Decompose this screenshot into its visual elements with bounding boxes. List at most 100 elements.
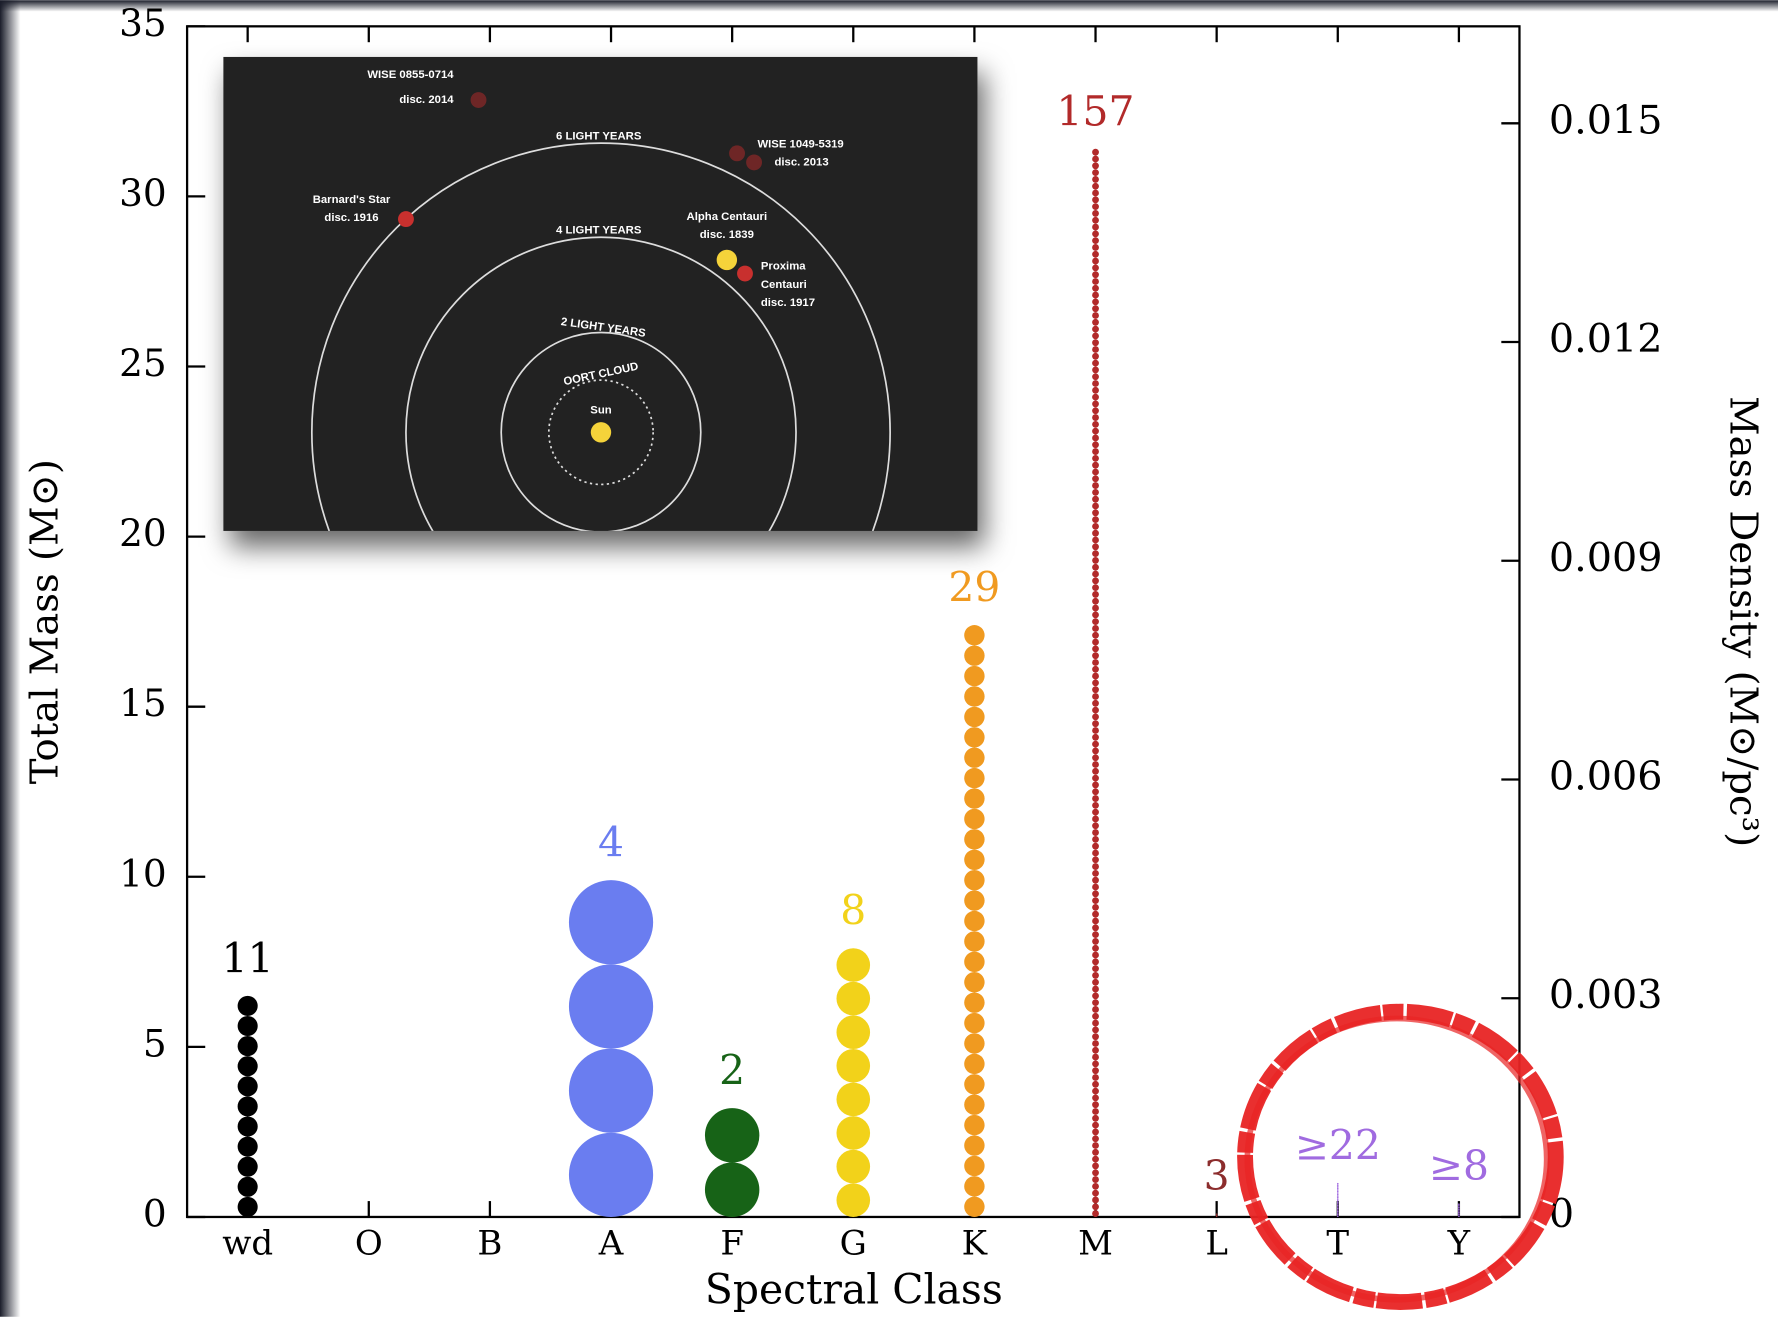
dot — [964, 625, 985, 646]
dot — [1092, 1114, 1099, 1122]
y-tick-label: 10 — [119, 851, 167, 895]
dot — [1092, 570, 1099, 578]
dot — [964, 1074, 985, 1095]
x-tick-label: B — [477, 1223, 502, 1263]
dot — [964, 1053, 985, 1075]
dot — [1458, 1203, 1460, 1206]
inset-label: disc. 1839 — [700, 229, 754, 241]
dot — [964, 951, 985, 973]
dot — [836, 1183, 871, 1217]
dot — [1092, 223, 1099, 231]
dot — [836, 1048, 871, 1083]
dot — [1092, 1176, 1099, 1183]
dot — [1092, 713, 1099, 721]
dot — [1092, 414, 1099, 421]
edge-shade — [0, 0, 21, 1317]
dot — [1092, 1121, 1099, 1129]
dot — [1092, 835, 1099, 843]
dot — [964, 645, 985, 666]
dot — [1336, 1204, 1339, 1207]
dot — [1092, 1108, 1099, 1115]
dot — [1092, 618, 1099, 626]
dot — [1336, 1196, 1339, 1199]
ring — [500, 331, 702, 531]
dot — [1092, 264, 1099, 272]
dot — [1092, 448, 1099, 455]
dot — [1092, 829, 1099, 836]
edge-shade — [0, 0, 1778, 12]
count-label: 3 — [1204, 1152, 1230, 1200]
dot — [1092, 318, 1099, 326]
dot — [1092, 665, 1099, 673]
dot — [1092, 903, 1099, 911]
dot — [964, 808, 985, 830]
dot — [964, 1196, 985, 1217]
dot — [1092, 543, 1099, 551]
dot — [1092, 801, 1099, 809]
dot — [1092, 284, 1099, 292]
dot — [1092, 897, 1099, 904]
dot — [1092, 1040, 1099, 1047]
y-tick-label: 5 — [143, 1021, 167, 1065]
dot — [1336, 1182, 1339, 1185]
dot — [1092, 468, 1099, 476]
dot — [964, 869, 985, 891]
dot — [1092, 522, 1099, 530]
dot — [1092, 244, 1099, 251]
dot — [1336, 1210, 1339, 1213]
x-tick-label: G — [840, 1223, 867, 1263]
y2-tick-label: 0.003 — [1549, 972, 1663, 1018]
x-tick-label: A — [598, 1223, 624, 1263]
dot — [1092, 237, 1099, 245]
dot — [1092, 1162, 1099, 1170]
dot — [1092, 992, 1099, 1000]
dot — [964, 706, 985, 728]
dot — [1092, 1155, 1099, 1163]
dot — [1092, 1046, 1099, 1054]
dot — [1092, 400, 1099, 408]
x-tick-label: M — [1078, 1223, 1113, 1263]
dot — [1092, 427, 1099, 435]
y-axis-title: Total Mass (M⊙) — [23, 459, 68, 784]
dot — [1092, 944, 1099, 952]
dot — [1092, 720, 1099, 728]
dot — [964, 1094, 985, 1115]
dot — [836, 1149, 871, 1184]
dot — [1092, 869, 1099, 877]
dot — [1336, 1198, 1339, 1200]
dot — [1336, 1195, 1339, 1197]
dot — [237, 1036, 258, 1057]
dot — [1092, 155, 1099, 163]
dot — [1092, 645, 1099, 653]
dot — [1092, 461, 1099, 469]
inset-label: 6 LIGHT YEARS — [556, 130, 642, 142]
dot — [1458, 1210, 1460, 1212]
count-label: ≥22 — [1295, 1121, 1381, 1169]
inset-label: Alpha Centauri — [687, 211, 768, 223]
dot — [1215, 1213, 1218, 1215]
dot — [1458, 1211, 1460, 1214]
inset-label: disc. 2014 — [399, 94, 454, 106]
dot — [1092, 1060, 1099, 1068]
inset-label: disc. 1916 — [324, 212, 378, 224]
dot — [1092, 597, 1099, 605]
dot — [1092, 1019, 1099, 1027]
dot — [1092, 454, 1099, 462]
y2-tick-label: 0.009 — [1549, 535, 1663, 581]
dot — [1092, 679, 1099, 687]
dot — [1092, 917, 1099, 925]
dot — [1092, 257, 1099, 265]
dot — [1092, 1012, 1099, 1020]
dot — [1092, 604, 1099, 612]
dot — [1092, 305, 1099, 313]
highlight-circle — [1244, 1015, 1550, 1303]
dot — [836, 948, 871, 982]
dot — [1092, 985, 1099, 993]
dot — [1092, 557, 1099, 564]
dot — [1092, 767, 1099, 775]
dot — [1092, 407, 1099, 415]
dot — [1092, 795, 1099, 802]
dot — [1092, 652, 1099, 660]
dot — [1092, 475, 1099, 483]
dot — [1092, 849, 1099, 857]
